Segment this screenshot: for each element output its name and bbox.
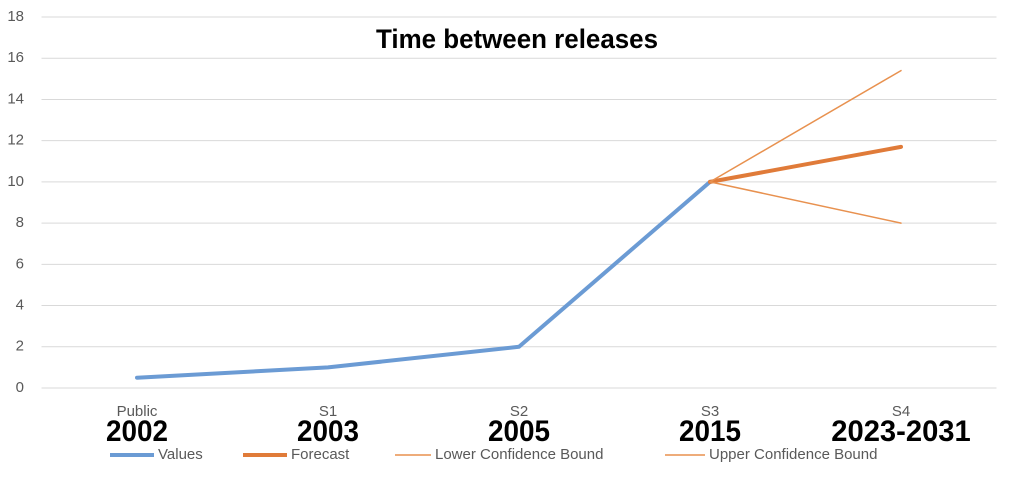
legend-label: Values	[158, 446, 203, 463]
y-tick-label: 0	[16, 379, 24, 396]
y-tick-label: 6	[16, 255, 24, 272]
y-tick-label: 18	[7, 8, 24, 25]
y-tick-label: 10	[7, 173, 24, 190]
y-tick-label: 16	[7, 49, 24, 66]
x-tick-label: S3	[701, 403, 719, 420]
series-line	[709, 69, 902, 183]
y-tick-label: 4	[16, 297, 24, 314]
year-annotation: 2023-2031	[831, 415, 971, 448]
series-line	[709, 181, 902, 224]
x-tick-label: S1	[319, 403, 337, 420]
year-annotation: 2005	[488, 415, 550, 448]
chart-title: Time between releases	[376, 24, 658, 54]
x-tick-label: S2	[510, 403, 528, 420]
year-annotation: 2002	[106, 415, 168, 448]
series-line	[135, 179, 712, 380]
series-line	[708, 144, 903, 184]
legend-label: Forecast	[291, 446, 350, 463]
legend-label: Lower Confidence Bound	[435, 446, 603, 463]
year-annotation: 2015	[679, 415, 741, 448]
y-tick-label: 2	[16, 338, 24, 355]
legend-label: Upper Confidence Bound	[709, 446, 877, 463]
x-tick-label: S4	[892, 403, 910, 420]
x-tick-label: Public	[117, 403, 158, 420]
y-tick-label: 8	[16, 214, 24, 231]
y-tick-label: 14	[7, 90, 24, 107]
y-tick-label: 12	[7, 132, 24, 149]
year-annotation: 2003	[297, 415, 359, 448]
